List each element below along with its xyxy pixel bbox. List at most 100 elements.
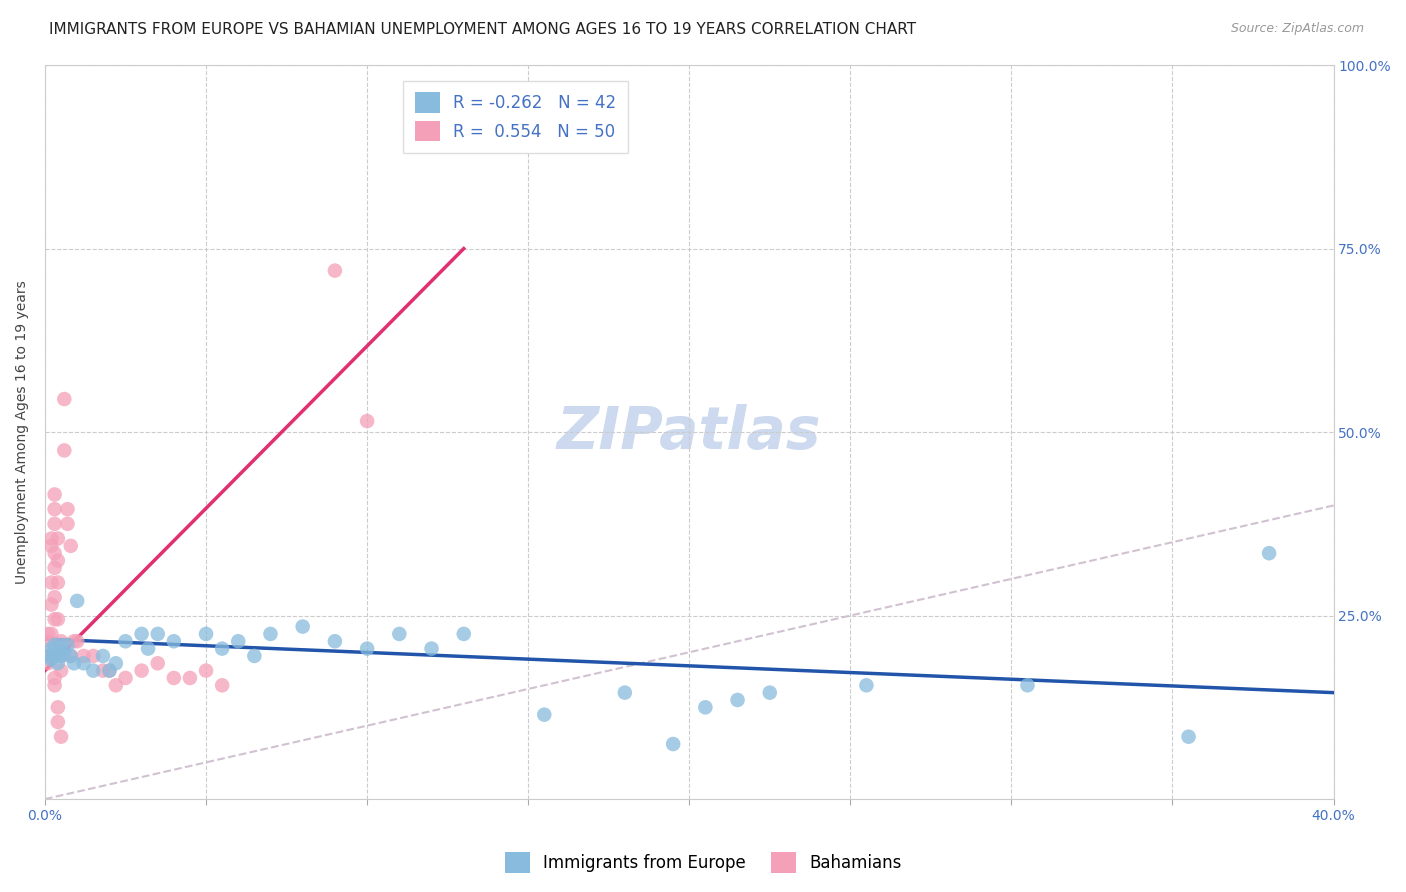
Point — [66, 594, 89, 608]
Point — [44, 648, 66, 663]
Point — [82, 664, 104, 678]
Point — [49, 638, 72, 652]
Text: Source: ZipAtlas.com: Source: ZipAtlas.com — [1230, 22, 1364, 36]
Point — [291, 619, 314, 633]
Point — [37, 634, 59, 648]
Point — [98, 664, 121, 678]
Legend: Immigrants from Europe, Bahamians: Immigrants from Europe, Bahamians — [498, 846, 908, 880]
Point — [662, 737, 685, 751]
Point — [37, 648, 59, 663]
Point — [72, 648, 94, 663]
Point — [37, 627, 59, 641]
Point — [53, 392, 76, 406]
Point — [1177, 730, 1199, 744]
Point — [98, 664, 121, 678]
Point — [46, 714, 69, 729]
Legend: R = -0.262   N = 42, R =  0.554   N = 50: R = -0.262 N = 42, R = 0.554 N = 50 — [404, 81, 627, 153]
Point — [259, 627, 281, 641]
Point — [72, 657, 94, 671]
Point — [136, 641, 159, 656]
Point — [63, 657, 86, 671]
Point — [56, 516, 79, 531]
Point — [49, 648, 72, 663]
Point — [82, 648, 104, 663]
Point — [323, 634, 346, 648]
Point — [37, 657, 59, 671]
Point — [46, 700, 69, 714]
Point — [211, 678, 233, 692]
Point — [758, 686, 780, 700]
Point — [37, 648, 59, 663]
Point — [195, 627, 218, 641]
Point — [46, 612, 69, 626]
Point — [211, 641, 233, 656]
Text: IMMIGRANTS FROM EUROPE VS BAHAMIAN UNEMPLOYMENT AMONG AGES 16 TO 19 YEARS CORREL: IMMIGRANTS FROM EUROPE VS BAHAMIAN UNEMP… — [49, 22, 917, 37]
Point — [163, 634, 186, 648]
Point — [41, 539, 63, 553]
Point — [131, 664, 153, 678]
Point — [613, 686, 636, 700]
Point — [420, 641, 443, 656]
Point — [453, 627, 475, 641]
Point — [146, 657, 169, 671]
Point — [44, 638, 66, 652]
Point — [163, 671, 186, 685]
Point — [104, 678, 127, 692]
Point — [49, 664, 72, 678]
Point — [46, 645, 69, 659]
Point — [56, 502, 79, 516]
Point — [37, 648, 59, 663]
Point — [323, 263, 346, 277]
Point — [179, 671, 201, 685]
Point — [59, 539, 82, 553]
Point — [44, 502, 66, 516]
Point — [388, 627, 411, 641]
Point — [46, 553, 69, 567]
Point — [131, 627, 153, 641]
Point — [41, 598, 63, 612]
Point — [49, 648, 72, 663]
Point — [44, 612, 66, 626]
Point — [1258, 546, 1281, 560]
Point — [44, 671, 66, 685]
Point — [46, 532, 69, 546]
Point — [1017, 678, 1039, 692]
Point — [56, 638, 79, 652]
Point — [195, 664, 218, 678]
Point — [91, 664, 114, 678]
Point — [146, 627, 169, 641]
Point — [44, 516, 66, 531]
Point — [695, 700, 717, 714]
Point — [91, 648, 114, 663]
Point — [44, 591, 66, 605]
Point — [49, 730, 72, 744]
Point — [356, 641, 378, 656]
Point — [44, 546, 66, 560]
Point — [44, 487, 66, 501]
Point — [59, 648, 82, 663]
Point — [114, 634, 136, 648]
Point — [41, 627, 63, 641]
Y-axis label: Unemployment Among Ages 16 to 19 years: Unemployment Among Ages 16 to 19 years — [15, 280, 30, 584]
Point — [855, 678, 877, 692]
Point — [46, 575, 69, 590]
Point — [41, 532, 63, 546]
Point — [533, 707, 555, 722]
Point — [44, 561, 66, 575]
Point — [53, 645, 76, 659]
Point — [53, 443, 76, 458]
Point — [46, 657, 69, 671]
Text: ZIPatlas: ZIPatlas — [557, 403, 821, 460]
Point — [66, 634, 89, 648]
Point — [727, 693, 749, 707]
Point — [104, 657, 127, 671]
Point — [243, 648, 266, 663]
Point — [114, 671, 136, 685]
Point — [41, 575, 63, 590]
Point — [59, 648, 82, 663]
Point — [49, 634, 72, 648]
Point — [41, 641, 63, 656]
Point — [41, 652, 63, 666]
Point — [44, 678, 66, 692]
Point — [226, 634, 249, 648]
